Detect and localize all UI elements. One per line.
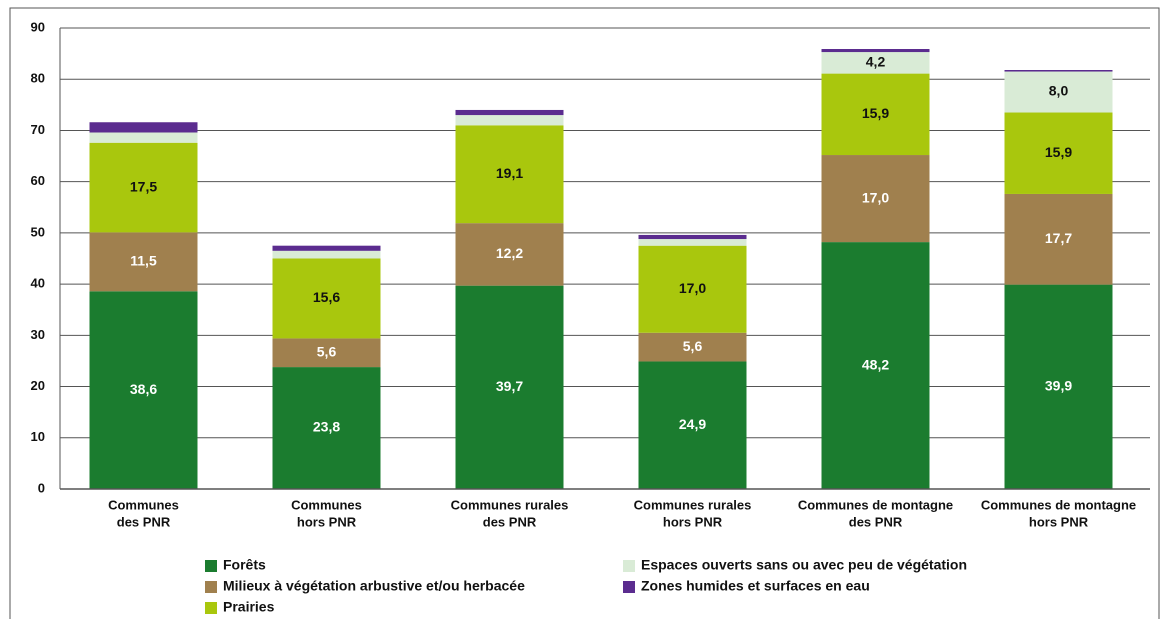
legend-label: Milieux à végétation arbustive et/ou her… <box>223 578 525 594</box>
value-label: 5,6 <box>317 343 337 359</box>
x-tick-label: des PNR <box>483 514 537 529</box>
bar-segment <box>1004 284 1113 489</box>
bar-segment <box>1004 112 1113 194</box>
value-label: 15,9 <box>1045 144 1072 160</box>
value-label: 12,2 <box>496 245 523 261</box>
legend-swatch <box>205 602 217 614</box>
bar-segment <box>455 125 564 224</box>
value-label: 4,2 <box>866 54 886 70</box>
bar-segment <box>1004 71 1113 113</box>
x-tick-label: Communes <box>291 497 362 512</box>
value-label: 17,0 <box>679 280 706 296</box>
bar-segment <box>638 332 747 362</box>
bar-segment <box>272 245 381 251</box>
x-tick-label: hors PNR <box>297 514 357 529</box>
y-tick-label: 60 <box>31 173 45 188</box>
x-tick-label: des PNR <box>849 514 903 529</box>
bar-segment <box>821 52 930 74</box>
x-tick-label: des PNR <box>117 514 171 529</box>
y-tick-label: 0 <box>38 480 45 495</box>
bar-segment <box>89 232 198 292</box>
x-tick-label: Communes de montagne <box>981 497 1136 512</box>
value-label: 17,5 <box>130 178 157 194</box>
y-tick-label: 90 <box>31 19 45 34</box>
value-label: 39,9 <box>1045 378 1072 394</box>
bar-segment <box>89 122 198 133</box>
y-tick-label: 40 <box>31 276 45 291</box>
x-tick-label: Communes rurales <box>451 497 569 512</box>
bar-segment <box>821 73 930 156</box>
bar-segment <box>638 361 747 489</box>
x-tick-label: Communes <box>108 497 179 512</box>
bar-segment <box>455 109 564 116</box>
bar-segment <box>821 242 930 489</box>
value-label: 48,2 <box>862 356 889 372</box>
x-tick-label: hors PNR <box>1029 514 1089 529</box>
legend-label: Espaces ouverts sans ou avec peu de végé… <box>641 557 967 573</box>
bar-segment <box>455 223 564 286</box>
bar-segment <box>89 291 198 489</box>
bar-segment <box>638 245 747 333</box>
bar-segment <box>1004 70 1113 72</box>
y-tick-label: 50 <box>31 224 45 239</box>
bar-segment <box>272 250 381 259</box>
bar-segment <box>638 239 747 246</box>
bar-segment <box>455 285 564 489</box>
legend-swatch <box>205 581 217 593</box>
bar-segment <box>272 258 381 339</box>
value-label: 19,1 <box>496 165 523 181</box>
value-label: 24,9 <box>679 416 706 432</box>
legend-label: Zones humides et surfaces en eau <box>641 578 870 594</box>
y-tick-label: 80 <box>31 71 45 86</box>
bar-segment <box>455 115 564 126</box>
value-label: 11,5 <box>130 253 157 269</box>
value-label: 39,7 <box>496 378 523 394</box>
value-label: 8,0 <box>1049 83 1069 99</box>
x-tick-label: Communes rurales <box>634 497 752 512</box>
legend-swatch <box>623 560 635 572</box>
legend-label: Forêts <box>223 557 266 573</box>
bar-segment <box>821 155 930 243</box>
y-tick-label: 70 <box>31 122 45 137</box>
frame <box>9 7 1160 619</box>
bar-segment <box>821 49 930 53</box>
value-label: 38,6 <box>130 381 157 397</box>
legend-label: Prairies <box>223 599 275 615</box>
bar-segment <box>89 132 198 143</box>
x-tick-label: Communes de montagne <box>798 497 953 512</box>
value-label: 23,8 <box>313 419 340 435</box>
y-tick-label: 30 <box>31 327 45 342</box>
value-label: 17,7 <box>1045 230 1072 246</box>
y-tick-label: 20 <box>31 378 45 393</box>
legend-swatch <box>623 581 635 593</box>
bar-segment <box>89 142 198 233</box>
bar-segment <box>272 338 381 368</box>
value-label: 15,6 <box>313 289 340 305</box>
value-label: 17,0 <box>862 189 889 205</box>
y-tick-label: 10 <box>31 429 45 444</box>
bar-segment <box>638 234 747 240</box>
value-label: 5,6 <box>683 338 703 354</box>
legend-swatch <box>205 560 217 572</box>
bar-segment <box>1004 193 1113 285</box>
bar-segment <box>272 367 381 489</box>
value-label: 15,9 <box>862 105 889 121</box>
x-tick-label: hors PNR <box>663 514 723 529</box>
